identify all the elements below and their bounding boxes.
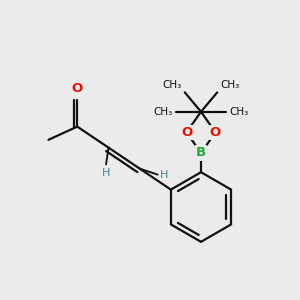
Text: O: O [181,126,192,139]
Text: CH₃: CH₃ [162,80,181,90]
Text: B: B [196,146,206,160]
Text: H: H [160,169,168,180]
Text: CH₃: CH₃ [153,107,172,117]
Text: O: O [210,126,221,139]
Text: H: H [102,168,110,178]
Text: O: O [72,82,83,95]
Text: CH₃: CH₃ [230,107,249,117]
Text: CH₃: CH₃ [221,80,240,90]
